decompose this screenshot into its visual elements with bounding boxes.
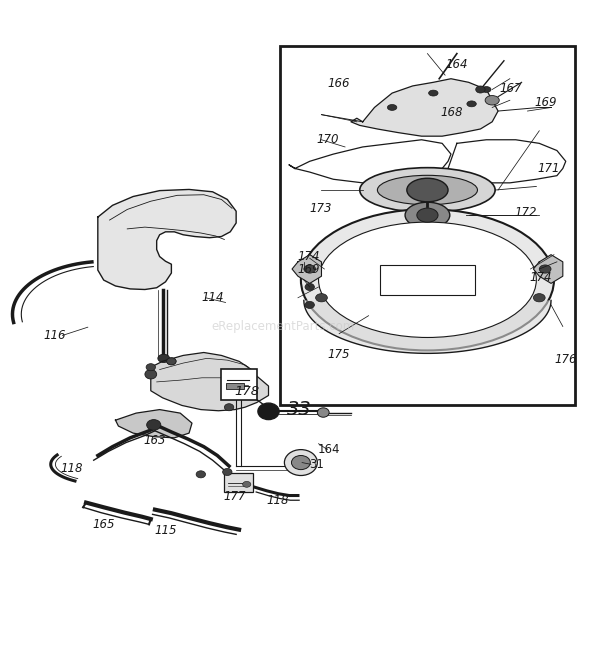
Text: 116: 116	[44, 329, 66, 342]
Ellipse shape	[305, 301, 314, 308]
Ellipse shape	[388, 104, 397, 110]
Ellipse shape	[224, 404, 234, 411]
Ellipse shape	[378, 175, 477, 205]
Ellipse shape	[258, 403, 279, 420]
Text: 118: 118	[266, 494, 289, 507]
Text: 164: 164	[318, 443, 340, 456]
Polygon shape	[533, 255, 563, 284]
Polygon shape	[116, 409, 192, 438]
Bar	[381, 265, 474, 295]
Text: 174: 174	[297, 250, 320, 263]
Ellipse shape	[242, 481, 251, 487]
Ellipse shape	[417, 208, 438, 222]
Ellipse shape	[146, 364, 156, 371]
Bar	[280, 46, 575, 406]
Text: 173: 173	[309, 201, 332, 215]
Ellipse shape	[405, 202, 450, 228]
Text: 164: 164	[445, 58, 468, 71]
Bar	[226, 383, 244, 389]
Ellipse shape	[147, 420, 161, 430]
Text: 176: 176	[554, 353, 576, 366]
Text: 167: 167	[500, 82, 522, 95]
Text: 168: 168	[440, 106, 463, 119]
Polygon shape	[351, 79, 498, 136]
Ellipse shape	[316, 293, 327, 302]
Polygon shape	[98, 190, 236, 289]
Ellipse shape	[284, 450, 317, 475]
Text: 172: 172	[514, 206, 536, 219]
Ellipse shape	[428, 90, 438, 96]
Ellipse shape	[533, 293, 545, 302]
Text: 166: 166	[327, 77, 350, 90]
Polygon shape	[151, 353, 268, 411]
Ellipse shape	[304, 265, 316, 273]
Text: 171: 171	[537, 162, 560, 175]
Text: 169: 169	[297, 263, 320, 276]
Ellipse shape	[196, 471, 205, 478]
Polygon shape	[292, 255, 322, 284]
Text: 165: 165	[93, 518, 115, 531]
Ellipse shape	[167, 358, 176, 365]
Text: 163: 163	[143, 434, 166, 447]
Text: eReplacementParts.com: eReplacementParts.com	[212, 319, 355, 333]
Ellipse shape	[467, 101, 476, 107]
Text: 169: 169	[534, 96, 556, 109]
Text: 118: 118	[60, 462, 83, 475]
Ellipse shape	[481, 87, 491, 93]
Ellipse shape	[305, 284, 314, 291]
Ellipse shape	[301, 209, 554, 350]
Bar	[224, 473, 253, 492]
Ellipse shape	[539, 265, 551, 273]
Ellipse shape	[476, 86, 485, 93]
Text: 177: 177	[224, 490, 246, 503]
Ellipse shape	[360, 168, 495, 213]
Ellipse shape	[319, 222, 536, 338]
Ellipse shape	[485, 96, 499, 105]
Ellipse shape	[317, 408, 329, 417]
Text: 31: 31	[309, 458, 324, 471]
Text: 174: 174	[529, 271, 552, 284]
Text: 178: 178	[234, 385, 259, 398]
Ellipse shape	[158, 354, 170, 363]
Text: 115: 115	[154, 524, 177, 537]
Bar	[221, 369, 257, 400]
Ellipse shape	[222, 468, 232, 475]
Ellipse shape	[167, 358, 176, 365]
Text: 170: 170	[316, 134, 339, 147]
Ellipse shape	[291, 456, 310, 469]
Text: 33: 33	[287, 400, 312, 419]
Text: 114: 114	[201, 291, 224, 304]
Text: 175: 175	[327, 348, 350, 361]
Ellipse shape	[145, 370, 157, 379]
Ellipse shape	[407, 178, 448, 202]
